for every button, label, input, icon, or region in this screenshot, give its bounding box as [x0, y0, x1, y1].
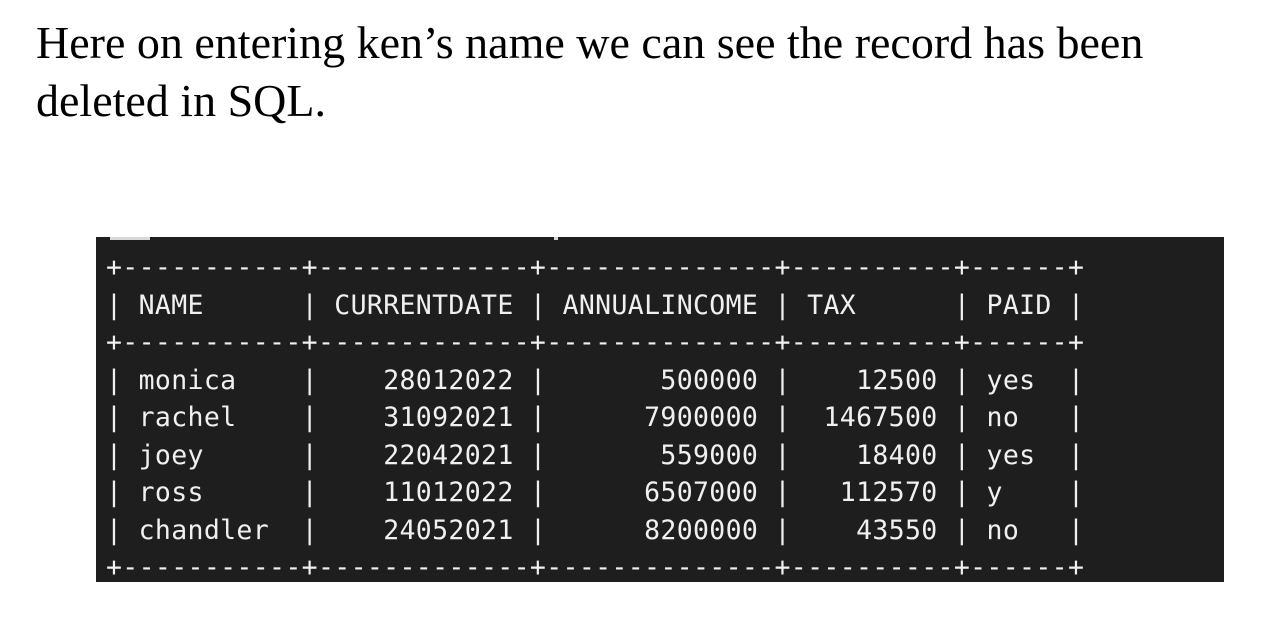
- cell-name: rachel: [138, 402, 237, 433]
- table-pipe: |: [758, 439, 808, 471]
- cell-paid: y: [986, 477, 1003, 508]
- table-pipe: |: [106, 402, 139, 433]
- table-border-line: +-----------+-------------+-------------…: [106, 327, 1085, 358]
- terminal-window: +-----------+-------------+-------------…: [96, 237, 1224, 582]
- table-pipe: |: [937, 364, 987, 396]
- cell-tax: 1467500: [823, 402, 938, 433]
- table-pipe: |: [106, 514, 139, 546]
- cell-currentdate: 28012022: [383, 364, 514, 396]
- table-pipe: |: [106, 477, 139, 508]
- table-pipe: |: [1051, 477, 1085, 508]
- crop-artifact-right: [554, 237, 558, 240]
- table-pipe: |: [937, 477, 987, 508]
- cell-annualincome: 7900000: [644, 402, 759, 433]
- cell-paid: no: [986, 402, 1020, 433]
- table-row: | monica | 28012022 | 500000 | 12500 | y…: [106, 365, 1084, 396]
- cell-name: monica: [138, 364, 237, 396]
- table-pipe: |: [285, 514, 335, 546]
- table-pipe: |: [758, 514, 808, 546]
- table-pipe: |: [1051, 402, 1085, 433]
- table-pipe: |: [285, 439, 335, 471]
- column-header-paid: PAID: [986, 289, 1052, 321]
- cell-currentdate: 31092021: [383, 402, 514, 433]
- cell-tax: 18400: [856, 439, 938, 471]
- table-pipe: |: [1051, 289, 1085, 321]
- sql-result-table: +-----------+-------------+-------------…: [106, 249, 1084, 582]
- table-pipe: |: [285, 364, 335, 396]
- cell-tax: 12500: [856, 364, 938, 396]
- table-pipe: |: [285, 289, 335, 321]
- table-pipe: |: [285, 477, 335, 508]
- crop-artifact-left: [110, 237, 150, 240]
- table-pipe: |: [937, 289, 987, 321]
- cell-name: ross: [138, 477, 204, 508]
- table-border-line: +-----------+-------------+-------------…: [106, 552, 1085, 582]
- table-pipe: |: [513, 514, 563, 546]
- cell-annualincome: 500000: [660, 364, 759, 396]
- cell-currentdate: 22042021: [383, 439, 514, 471]
- column-header-tax: TAX: [807, 289, 857, 321]
- table-row: | chandler | 24052021 | 8200000 | 43550 …: [106, 515, 1084, 546]
- column-header-annualincome: ANNUALINCOME: [562, 289, 759, 321]
- caption-text: Here on entering ken’s name we can see t…: [36, 17, 1144, 126]
- table-row: | joey | 22042021 | 559000 | 18400 | yes…: [106, 440, 1084, 471]
- table-row: | rachel | 31092021 | 7900000 | 1467500 …: [106, 402, 1084, 433]
- table-pipe: |: [513, 402, 563, 433]
- cell-name: chandler: [138, 514, 270, 546]
- table-pipe: |: [106, 364, 139, 396]
- table-row: | ross | 11012022 | 6507000 | 112570 | y…: [106, 477, 1084, 508]
- table-pipe: |: [513, 289, 563, 321]
- table-pipe: |: [937, 402, 987, 433]
- table-pipe: |: [106, 289, 139, 321]
- cell-tax: 112570: [839, 477, 938, 508]
- table-pipe: |: [758, 289, 808, 321]
- table-header-row: | NAME | CURRENTDATE | ANNUALINCOME | TA…: [106, 290, 1084, 321]
- table-pipe: |: [513, 477, 563, 508]
- cell-tax: 43550: [856, 514, 938, 546]
- table-pipe: |: [758, 477, 808, 508]
- cell-annualincome: 8200000: [644, 514, 759, 546]
- table-pipe: |: [937, 439, 987, 471]
- table-pipe: |: [513, 439, 563, 471]
- cell-paid: yes: [986, 439, 1036, 471]
- table-pipe: |: [937, 514, 987, 546]
- table-pipe: |: [1051, 364, 1085, 396]
- table-pipe: |: [106, 439, 139, 471]
- cell-currentdate: 11012022: [383, 477, 514, 508]
- cell-currentdate: 24052021: [383, 514, 514, 546]
- cell-annualincome: 559000: [660, 439, 759, 471]
- column-header-currentdate: CURRENTDATE: [334, 289, 514, 321]
- table-pipe: |: [1051, 514, 1085, 546]
- cell-paid: no: [986, 514, 1020, 546]
- table-pipe: |: [513, 364, 563, 396]
- cell-name: joey: [138, 439, 204, 471]
- table-pipe: |: [758, 402, 808, 433]
- column-header-name: NAME: [138, 289, 204, 321]
- cell-annualincome: 6507000: [644, 477, 759, 508]
- table-border-line: +-----------+-------------+-------------…: [106, 252, 1085, 283]
- cell-paid: yes: [986, 364, 1036, 396]
- table-pipe: |: [285, 402, 335, 433]
- table-pipe: |: [758, 364, 808, 396]
- table-pipe: |: [1051, 439, 1085, 471]
